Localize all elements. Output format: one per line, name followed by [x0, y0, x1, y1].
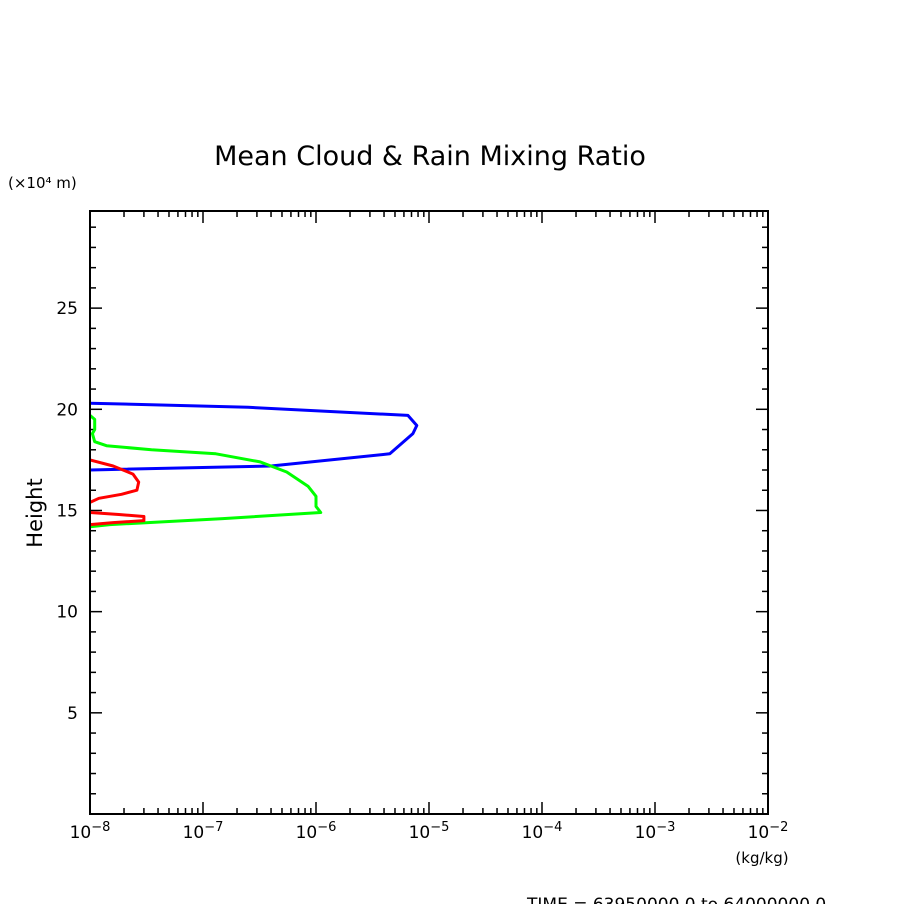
y-axis-label: Height — [23, 478, 47, 547]
plot-frame — [89, 210, 769, 815]
series-line-4 — [89, 511, 146, 527]
series-line-2 — [89, 414, 323, 529]
x-axis-unit: (kg/kg) — [735, 849, 788, 867]
footer-time: TIME = 63950000.0 to 64000000.0 — [526, 895, 826, 904]
x-tick-label: 10−7 — [183, 820, 224, 843]
chart-title: Mean Cloud & Rain Mixing Ratio — [214, 141, 646, 172]
y-tick-label: 20 — [56, 400, 78, 420]
y-tick-label: 5 — [67, 704, 78, 724]
x-tick-label: 10−2 — [748, 820, 789, 843]
y-tick-label: 10 — [56, 603, 78, 623]
x-tick-label: 10−6 — [296, 820, 337, 843]
y-tick-label: 15 — [56, 501, 78, 521]
y-tick-label: 25 — [56, 299, 78, 319]
axis-ticks — [89, 211, 769, 814]
series-line-1 — [89, 401, 419, 472]
y-axis-unit: (×10⁴ m) — [8, 174, 77, 192]
x-tick-label: 10−8 — [70, 820, 111, 843]
tick-labels: 10−8 10−7 10−6 10−5 10−4 10−3 10−2 5 10 15 20 25 — [56, 299, 788, 843]
x-tick-label: 10−4 — [522, 820, 563, 843]
data-series — [89, 401, 419, 529]
x-tick-label: 10−3 — [635, 820, 676, 843]
series-line-3 — [89, 458, 141, 504]
x-tick-label: 10−5 — [409, 820, 450, 843]
